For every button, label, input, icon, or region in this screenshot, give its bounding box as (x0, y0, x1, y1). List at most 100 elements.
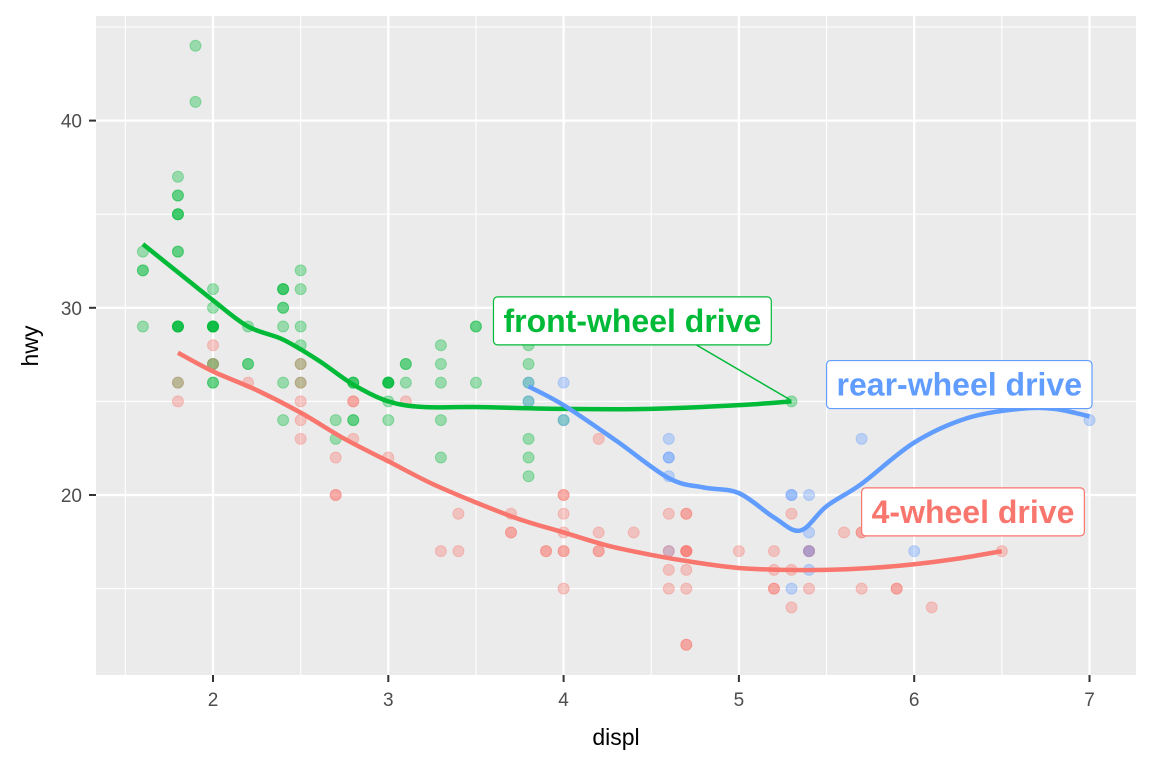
data-point (855, 432, 868, 445)
data-point (382, 376, 395, 389)
data-point (277, 283, 290, 296)
data-point (171, 320, 184, 333)
data-point (557, 545, 570, 558)
x-tick-label: 4 (558, 690, 569, 711)
data-point (803, 545, 816, 558)
data-point (294, 376, 307, 389)
x-axis-title: displ (592, 724, 639, 750)
label-box (861, 487, 1085, 537)
data-point (680, 507, 693, 520)
data-point (171, 320, 184, 333)
data-point (171, 208, 184, 221)
data-point (277, 301, 290, 314)
data-point (592, 432, 605, 445)
y-tick-label: 20 (61, 486, 82, 507)
x-tick-label: 7 (1084, 690, 1095, 711)
data-point (434, 451, 447, 464)
data-point (347, 395, 360, 408)
data-point (592, 545, 605, 558)
data-point (890, 582, 903, 595)
data-point (136, 264, 149, 277)
data-point (662, 582, 675, 595)
data-point (557, 489, 570, 501)
grid-minor (96, 16, 1136, 675)
data-point (680, 545, 693, 558)
data-point (382, 376, 395, 389)
data-point (294, 320, 307, 333)
data-point (522, 395, 535, 408)
data-point (399, 357, 412, 370)
data-point (469, 376, 482, 389)
data-point (382, 376, 395, 389)
data-point (680, 545, 693, 558)
data-point (329, 414, 342, 427)
data-point (294, 357, 307, 370)
data-point (908, 545, 921, 558)
data-point (189, 39, 202, 52)
label-connector (695, 344, 790, 401)
data-point (452, 507, 465, 520)
data-point (171, 189, 184, 202)
label-front-wheel-drive: front-wheel drive (492, 296, 772, 346)
smooth-lines (141, 242, 1090, 573)
data-point (680, 507, 693, 520)
data-point (207, 320, 219, 333)
data-point (557, 582, 570, 595)
data-point (434, 545, 447, 558)
data-point (803, 545, 816, 558)
data-point (294, 376, 307, 389)
label-box (825, 359, 1093, 410)
data-point (171, 208, 184, 221)
data-point (329, 489, 342, 501)
data-point (785, 489, 798, 501)
data-point (557, 545, 570, 558)
data-point (785, 489, 798, 501)
data-point (399, 376, 412, 389)
data-point (662, 432, 675, 445)
data-point (627, 526, 640, 539)
data-point (662, 451, 675, 464)
data-point (347, 414, 360, 427)
data-point (171, 376, 184, 389)
data-point (294, 395, 307, 408)
data-point (557, 414, 570, 427)
data-point (540, 545, 553, 558)
data-point (382, 376, 395, 389)
data-point (329, 489, 342, 501)
direct-labels: front-wheel drive rear-wheel drive 4-wheel… (492, 296, 1093, 537)
data-point (452, 545, 465, 558)
data-point (522, 432, 535, 445)
data-point (329, 451, 342, 464)
y-tick-label: 40 (61, 112, 82, 133)
label-text: rear-wheel drive (837, 367, 1082, 403)
data-point (294, 264, 307, 277)
data-point (207, 320, 219, 333)
data-point (136, 320, 149, 333)
data-point (505, 526, 518, 539)
data-point (680, 638, 693, 651)
data-point (277, 414, 290, 427)
data-point (242, 357, 255, 370)
data-point (382, 414, 395, 427)
data-point (136, 264, 149, 277)
data-point (557, 376, 570, 389)
data-point (434, 357, 447, 370)
data-point (680, 545, 693, 558)
y-axis-title: hwy (17, 325, 43, 366)
data-point (785, 601, 798, 614)
data-point (434, 414, 447, 427)
data-point (171, 245, 184, 258)
data-point (785, 507, 798, 520)
data-point (803, 545, 816, 558)
data-point (540, 545, 553, 558)
data-point (207, 283, 219, 296)
data-point (171, 320, 184, 333)
data-point (207, 376, 219, 389)
label-text: front-wheel drive (503, 303, 761, 339)
data-point (207, 320, 219, 333)
data-point (662, 545, 675, 558)
data-point (680, 545, 693, 558)
data-point (662, 563, 675, 576)
data-point (592, 545, 605, 558)
